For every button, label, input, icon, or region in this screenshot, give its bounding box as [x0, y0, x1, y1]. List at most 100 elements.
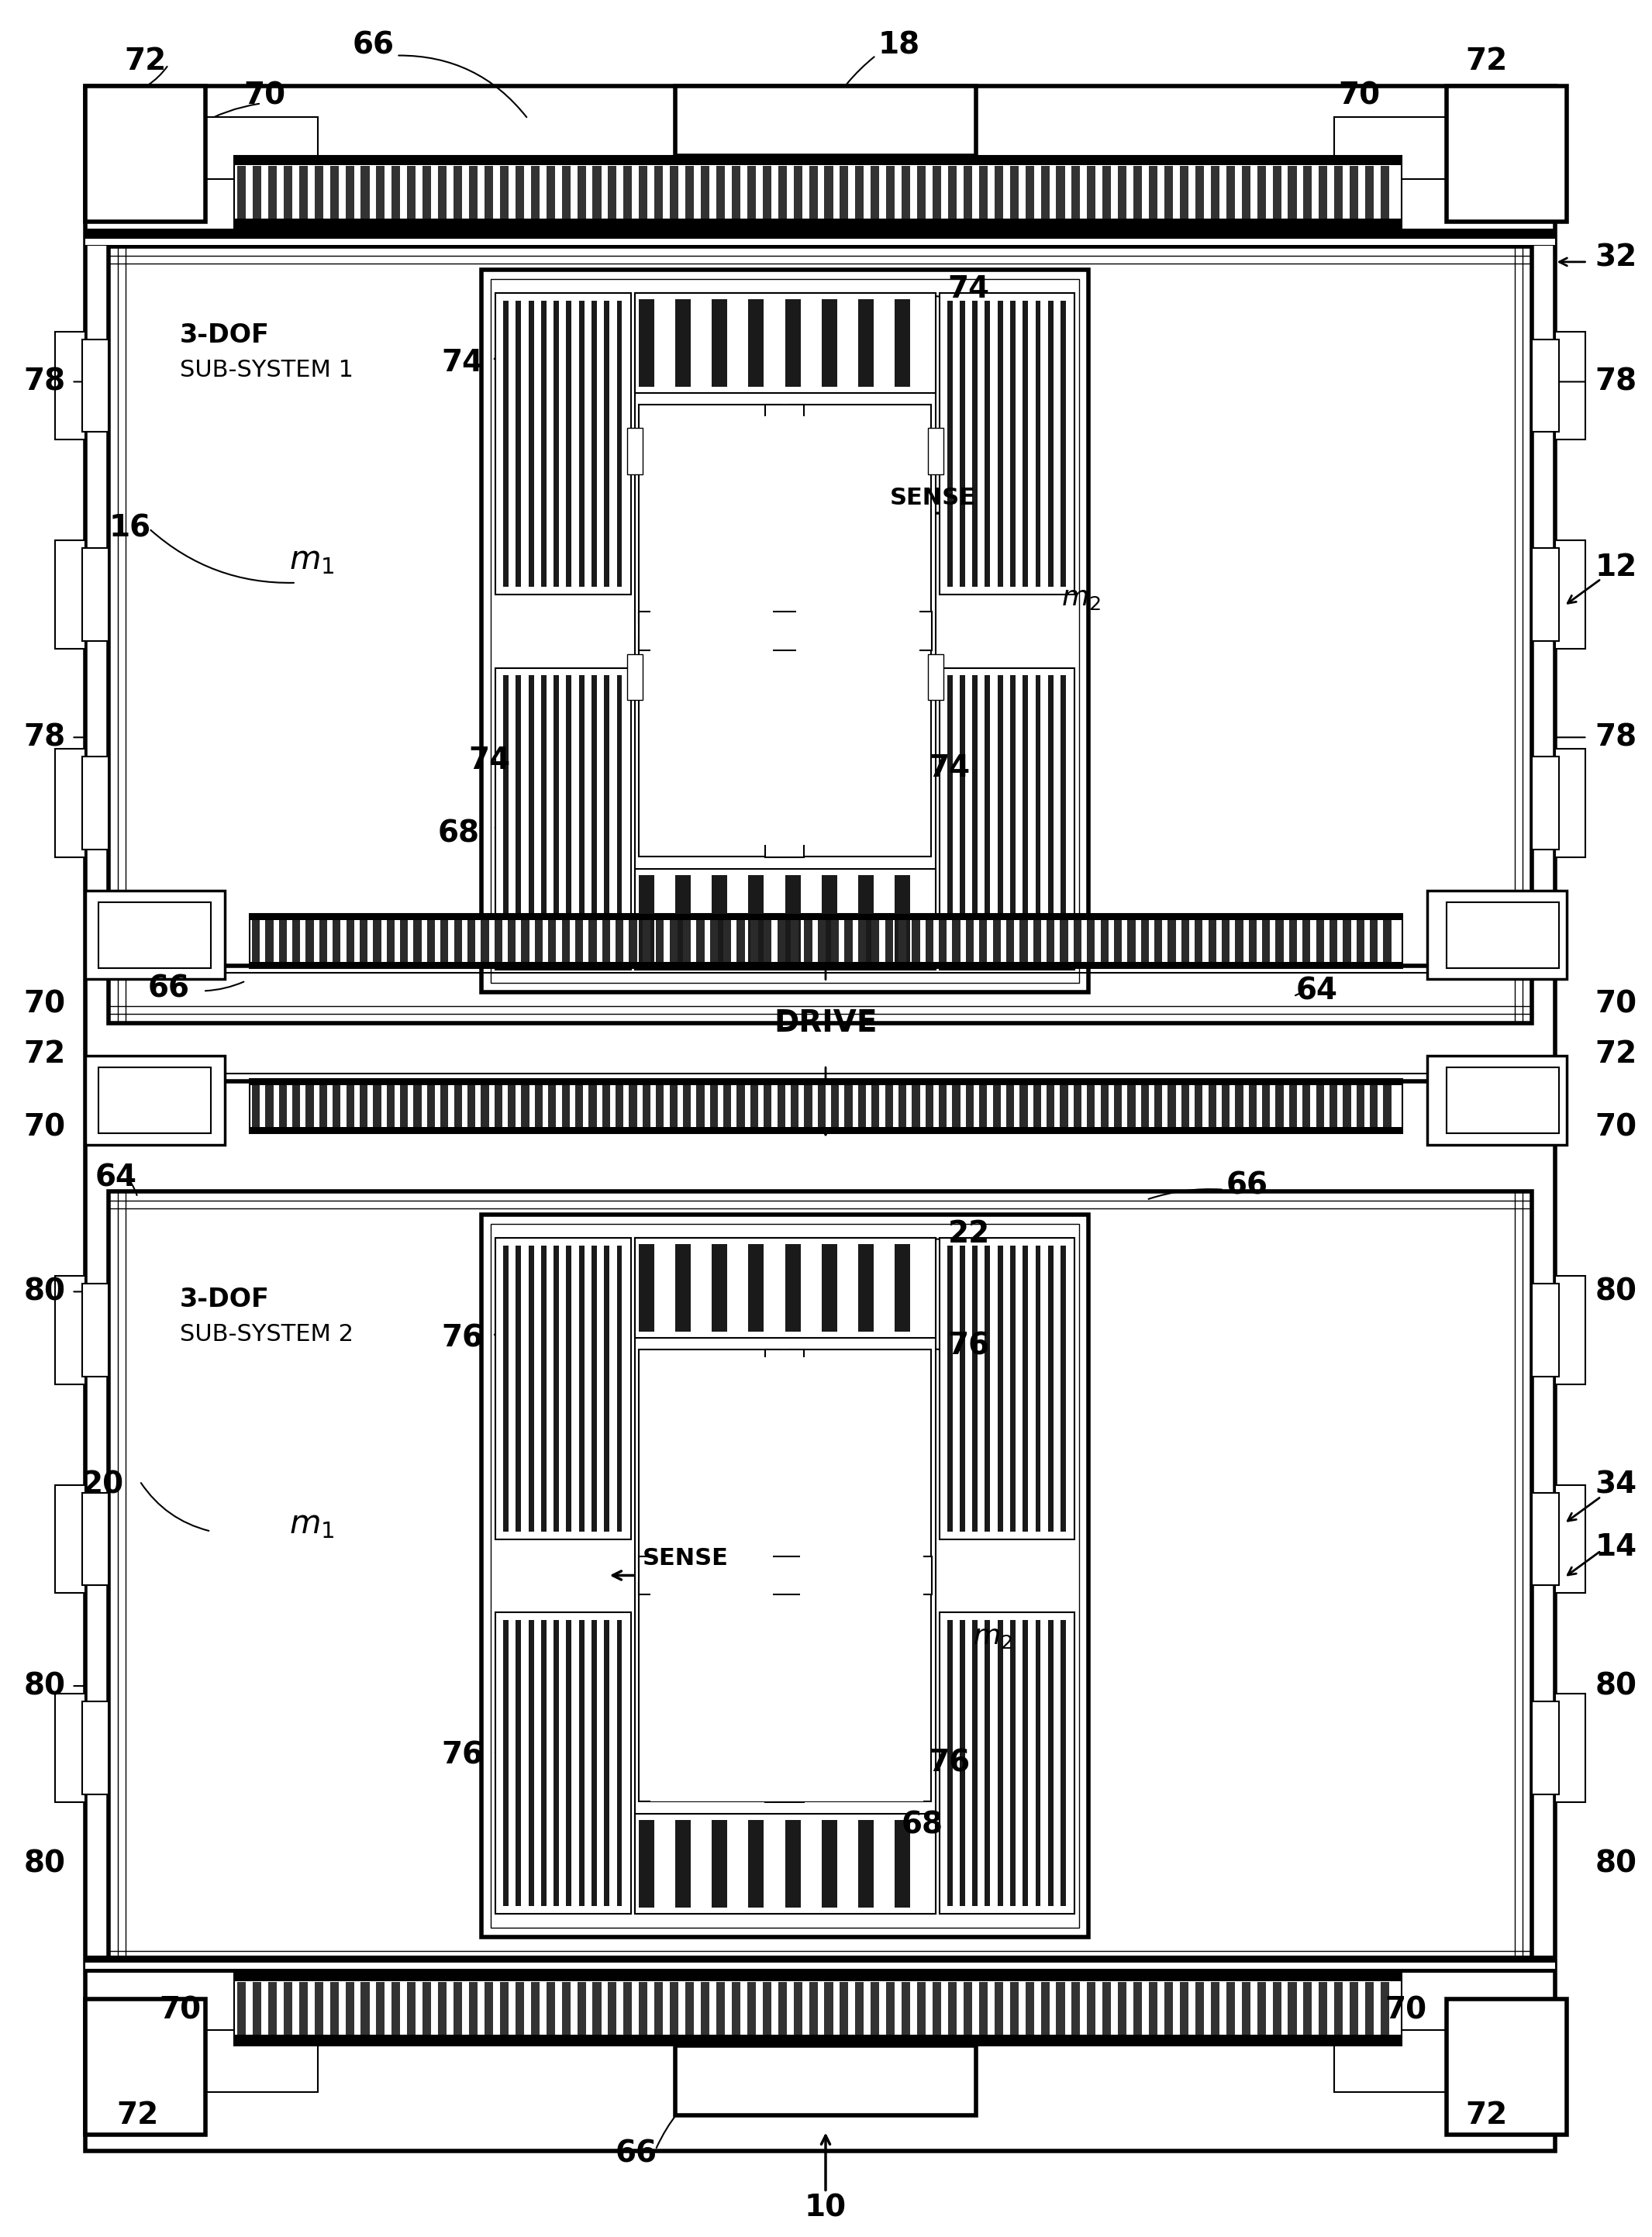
Bar [284, 1982, 292, 2036]
Bar [885, 917, 892, 964]
Bar [249, 1127, 1403, 1134]
Bar [494, 1083, 502, 1130]
Bar [1317, 917, 1323, 964]
Bar [567, 1246, 572, 1532]
Bar [1262, 1083, 1270, 1130]
Bar [515, 166, 524, 219]
Bar [634, 293, 935, 394]
Bar [809, 166, 818, 219]
Text: 72: 72 [1465, 47, 1508, 76]
Bar [1102, 166, 1112, 219]
Bar [249, 1078, 1403, 1134]
Bar [253, 166, 261, 219]
Text: 68: 68 [438, 819, 479, 848]
Bar [686, 1982, 694, 2036]
Bar [1531, 1492, 1558, 1586]
Bar [800, 1358, 923, 1568]
Bar [588, 1083, 596, 1130]
Bar [895, 875, 910, 964]
Bar [765, 1349, 805, 1803]
Bar [268, 1982, 276, 2036]
Bar [1555, 331, 1586, 441]
Bar [1061, 917, 1067, 964]
Bar [496, 1613, 631, 1915]
Bar [330, 166, 339, 219]
Bar [345, 166, 354, 219]
Bar [1555, 539, 1586, 649]
Text: 70: 70 [1594, 1114, 1637, 1143]
Bar [871, 166, 879, 219]
Bar [1100, 1083, 1108, 1130]
Bar [947, 1620, 952, 1906]
Bar [639, 300, 654, 387]
Bar [1180, 166, 1188, 219]
Bar [438, 166, 446, 219]
Bar [796, 638, 919, 846]
Text: $m_1$: $m_1$ [289, 544, 334, 575]
Bar [548, 1083, 557, 1130]
Bar [1222, 1083, 1229, 1130]
Bar [591, 1620, 596, 1906]
Bar [1272, 166, 1280, 219]
Bar [839, 166, 849, 219]
Bar [993, 917, 1001, 964]
Bar [251, 917, 259, 964]
Text: 70: 70 [159, 1995, 202, 2024]
Bar [55, 749, 86, 857]
Bar [712, 300, 727, 387]
Bar [763, 1083, 771, 1130]
Bar [1009, 676, 1016, 962]
Bar [1118, 1982, 1127, 2036]
Bar [406, 166, 416, 219]
Bar [1026, 1982, 1034, 2036]
Bar [319, 1083, 327, 1130]
Bar [562, 166, 570, 219]
Bar [591, 300, 596, 586]
Bar [1289, 166, 1297, 219]
Bar [973, 300, 978, 586]
Bar [697, 1083, 704, 1130]
Bar [426, 917, 434, 964]
Bar [1427, 890, 1566, 980]
Bar [454, 166, 463, 219]
Bar [567, 1620, 572, 1906]
Text: 80: 80 [1594, 1850, 1637, 1879]
Bar [1427, 1056, 1566, 1145]
Bar [1370, 1083, 1378, 1130]
Bar [347, 1083, 354, 1130]
Bar [791, 917, 798, 964]
Bar [1165, 1982, 1173, 2036]
Bar [1275, 917, 1284, 964]
Bar [406, 1982, 416, 2036]
Bar [481, 917, 489, 964]
Bar [205, 2029, 317, 2092]
Bar [268, 166, 276, 219]
Bar [717, 166, 725, 219]
Bar [1302, 917, 1310, 964]
Text: 74: 74 [948, 275, 990, 304]
Bar [682, 1083, 691, 1130]
Bar [553, 676, 558, 962]
Bar [83, 1492, 109, 1586]
Bar [748, 1244, 763, 1331]
Bar [360, 166, 370, 219]
Bar [616, 1246, 623, 1532]
Bar [299, 1982, 307, 2036]
Bar [998, 1620, 1003, 1906]
Bar [306, 917, 314, 964]
Bar [251, 1083, 259, 1130]
Bar [1383, 1083, 1391, 1130]
Bar [330, 1982, 339, 2036]
Bar [542, 1246, 547, 1532]
Bar [674, 87, 976, 157]
Bar [86, 1056, 225, 1145]
Bar [656, 1083, 664, 1130]
Bar [542, 1620, 547, 1906]
Bar [542, 300, 547, 586]
Bar [332, 917, 340, 964]
Bar [1023, 300, 1028, 586]
Bar [377, 1982, 385, 2036]
Bar [985, 676, 990, 962]
Bar [1555, 1277, 1586, 1385]
Text: 76: 76 [948, 1331, 990, 1360]
